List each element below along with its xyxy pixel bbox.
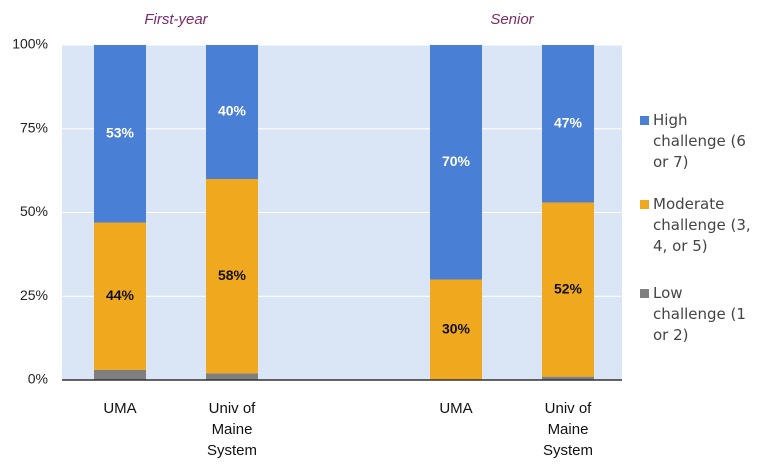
- y-tick-label: 50%: [20, 203, 48, 219]
- data-label: 30%: [442, 320, 471, 336]
- bar-segment: [542, 45, 594, 203]
- y-tick-label: 75%: [20, 119, 48, 135]
- bar-segment: [430, 279, 482, 380]
- legend-swatch: [640, 200, 649, 209]
- group-label: Senior: [490, 11, 534, 28]
- y-tick-label: 25%: [20, 287, 48, 303]
- bar-segment: [94, 369, 146, 380]
- bar-segment: [206, 45, 258, 179]
- y-tick-label: 0%: [28, 371, 48, 387]
- bar-segment: [94, 222, 146, 370]
- bar-segment: [542, 376, 594, 380]
- x-tick-label: Univ of Maine System: [542, 400, 593, 459]
- legend-swatch: [640, 116, 649, 125]
- bar-segment: [94, 45, 146, 223]
- bar-segment: [430, 45, 482, 280]
- data-label: 52%: [554, 280, 583, 296]
- data-label: 40%: [218, 103, 247, 119]
- x-tick-label: Univ of Maine System: [206, 400, 257, 459]
- legend-label: Moderate challenge (3, 4, or 5): [653, 195, 751, 255]
- y-tick-label: 100%: [12, 36, 48, 52]
- data-label: 47%: [554, 114, 583, 130]
- legend-swatch: [640, 289, 649, 298]
- legend-label: Low challenge (1 or 2): [653, 284, 746, 344]
- data-label: 70%: [442, 153, 471, 169]
- data-label: 58%: [218, 267, 247, 283]
- legend-label: High challenge (6 or 7): [653, 111, 746, 171]
- group-label: First-year: [144, 11, 208, 28]
- data-label: 44%: [106, 287, 135, 303]
- data-label: 53%: [106, 124, 135, 140]
- bar-segment: [206, 373, 258, 380]
- x-tick-label: UMA: [439, 400, 473, 417]
- bar-segment: [542, 202, 594, 377]
- x-tick-label: UMA: [103, 400, 137, 417]
- bar-segment: [206, 179, 258, 374]
